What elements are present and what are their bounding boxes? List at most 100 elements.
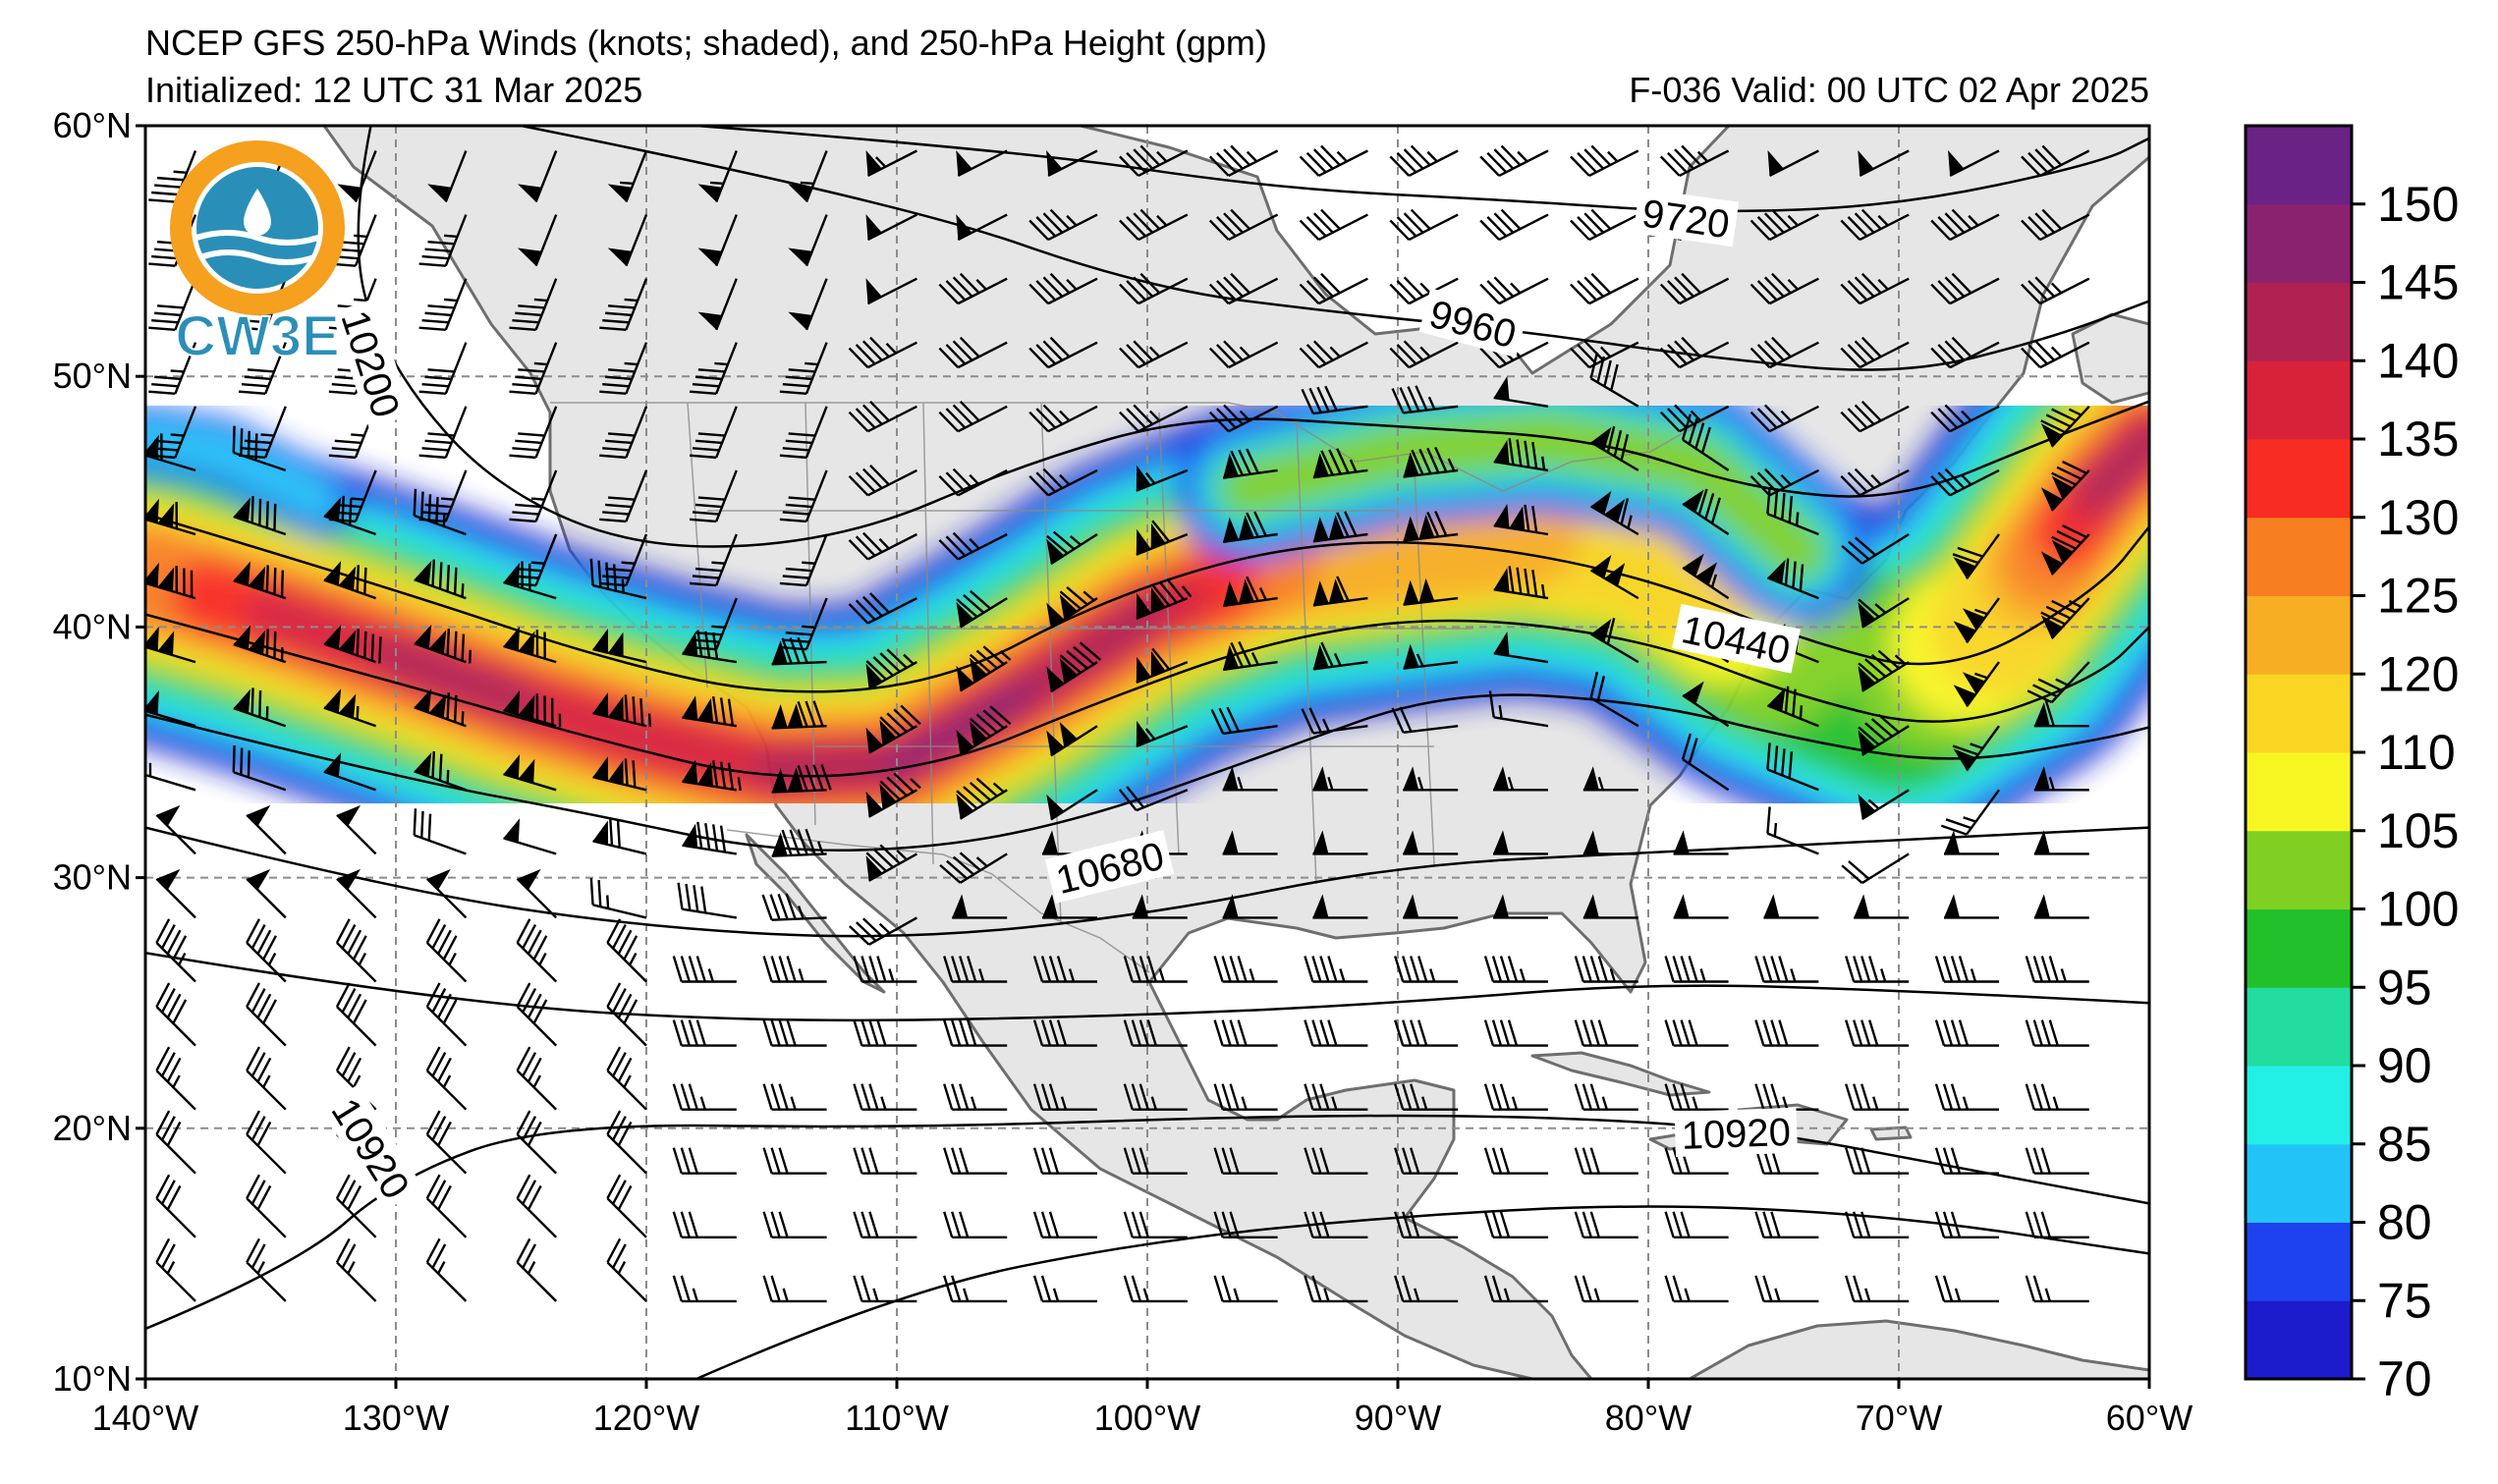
- wind-barb: [155, 982, 196, 1047]
- wind-barb: [336, 804, 377, 855]
- wind-barb: [1841, 532, 1910, 565]
- colorbar-label: 145: [2377, 255, 2459, 310]
- wind-barb: [1944, 894, 1999, 919]
- wind-barb: [606, 918, 647, 983]
- wind-barb: [233, 625, 287, 664]
- wind-barb: [599, 278, 648, 331]
- wind-barb: [516, 982, 558, 1047]
- wind-barb: [865, 277, 917, 305]
- wind-barb: [1046, 530, 1098, 566]
- colorbar-segment: [2246, 282, 2352, 361]
- wind-barb: [1389, 144, 1459, 177]
- wind-barb: [1208, 208, 1279, 242]
- wind-barb: [1304, 1019, 1368, 1047]
- water-drop-icon: [244, 189, 271, 236]
- wind-barb: [1028, 272, 1098, 305]
- wind-barb: [1213, 1275, 1278, 1303]
- wind-barb: [853, 1147, 917, 1175]
- wind-speed-band: [376, 637, 541, 722]
- wind-barb: [2025, 1083, 2089, 1111]
- wind-barb: [418, 342, 468, 395]
- colorbar-label: 100: [2377, 882, 2459, 937]
- wind-barb: [1682, 488, 1730, 535]
- wind-barb: [1845, 1019, 1910, 1047]
- wind-barb: [689, 342, 738, 395]
- wind-barb: [1682, 681, 1730, 728]
- wind-barb: [1574, 1019, 1638, 1047]
- wind-barb: [2021, 340, 2090, 369]
- wind-barb: [771, 700, 827, 730]
- wind-barb: [1312, 576, 1368, 607]
- wind-barb: [1032, 956, 1097, 983]
- wind-barb: [1213, 1211, 1278, 1239]
- wind-speed-shading: [145, 277, 2149, 932]
- wind-barb: [599, 469, 648, 523]
- wind-barb: [323, 625, 382, 664]
- colorbar-segment: [2246, 595, 2352, 675]
- wind-barb: [155, 1237, 196, 1302]
- wind-barb: [1032, 1019, 1097, 1047]
- wind-barb: [1845, 1083, 1910, 1111]
- wind-barb: [606, 1237, 647, 1302]
- colorbar-label: 90: [2377, 1038, 2432, 1093]
- wind-barb: [1032, 1083, 1097, 1111]
- wind-barb: [1213, 1147, 1278, 1175]
- wind-barb: [1483, 1083, 1548, 1111]
- wind-barb: [1570, 144, 1639, 177]
- wind-barb: [682, 630, 737, 664]
- wind-barb: [1944, 830, 1999, 855]
- wind-barb: [1681, 413, 1730, 471]
- wind-barb: [2025, 1019, 2089, 1047]
- wind-barb: [1299, 272, 1368, 305]
- colorbar-label: 95: [2377, 960, 2432, 1015]
- wind-barb: [2021, 208, 2090, 242]
- wind-barb: [1304, 1147, 1368, 1175]
- wind-barb: [689, 406, 738, 460]
- wind-barb: [1208, 144, 1279, 177]
- wind-barb: [414, 688, 467, 728]
- wind-barb: [1574, 1147, 1638, 1175]
- contour-label-bg: [1672, 603, 1801, 674]
- wind-barb: [1394, 1083, 1459, 1111]
- wind-barb: [762, 1275, 827, 1303]
- wind-barbs: [145, 144, 2090, 1303]
- wind-barb: [2033, 766, 2089, 792]
- colorbar-label: 80: [2377, 1195, 2432, 1250]
- wind-barb: [682, 759, 742, 792]
- wind-barb: [517, 214, 558, 267]
- wind-barb: [1208, 404, 1279, 433]
- wind-barb: [1403, 577, 1459, 606]
- wind-barb: [2025, 956, 2089, 983]
- wind-barb: [1119, 272, 1189, 305]
- wind-barb: [1032, 1147, 1097, 1175]
- us-canada-border: [550, 402, 1720, 492]
- wind-barb: [848, 465, 917, 497]
- wind-barb: [509, 342, 558, 395]
- wind-barb: [233, 561, 287, 600]
- wind-barb: [427, 150, 468, 203]
- wind-barb: [2040, 460, 2090, 512]
- wind-barb: [232, 425, 287, 472]
- wind-barb: [1123, 1275, 1188, 1303]
- wind-barb: [1845, 1211, 1910, 1239]
- wind-barb: [516, 1110, 558, 1175]
- height-contour-line: [145, 693, 2149, 852]
- wind-barb: [607, 150, 648, 203]
- wind-barb: [1312, 766, 1368, 792]
- wind-barb: [1845, 1275, 1910, 1303]
- wind-barb: [2040, 405, 2090, 448]
- wind-barb: [1222, 830, 1278, 855]
- colorbar-label: 105: [2377, 803, 2459, 858]
- wind-barb: [1589, 618, 1639, 664]
- wind-barb: [1312, 830, 1368, 855]
- wind-barb: [1222, 448, 1278, 479]
- wind-barb: [1301, 707, 1368, 735]
- lat-tick-label: 10°N: [53, 1358, 132, 1399]
- wind-barb: [425, 1046, 468, 1111]
- wind-barb: [1659, 144, 1730, 177]
- colorbar-label: 75: [2377, 1273, 2432, 1328]
- wind-barb: [771, 636, 827, 666]
- wind-barb: [952, 894, 1008, 919]
- wind-barb: [1940, 789, 2000, 836]
- wind-barb: [1493, 566, 1549, 600]
